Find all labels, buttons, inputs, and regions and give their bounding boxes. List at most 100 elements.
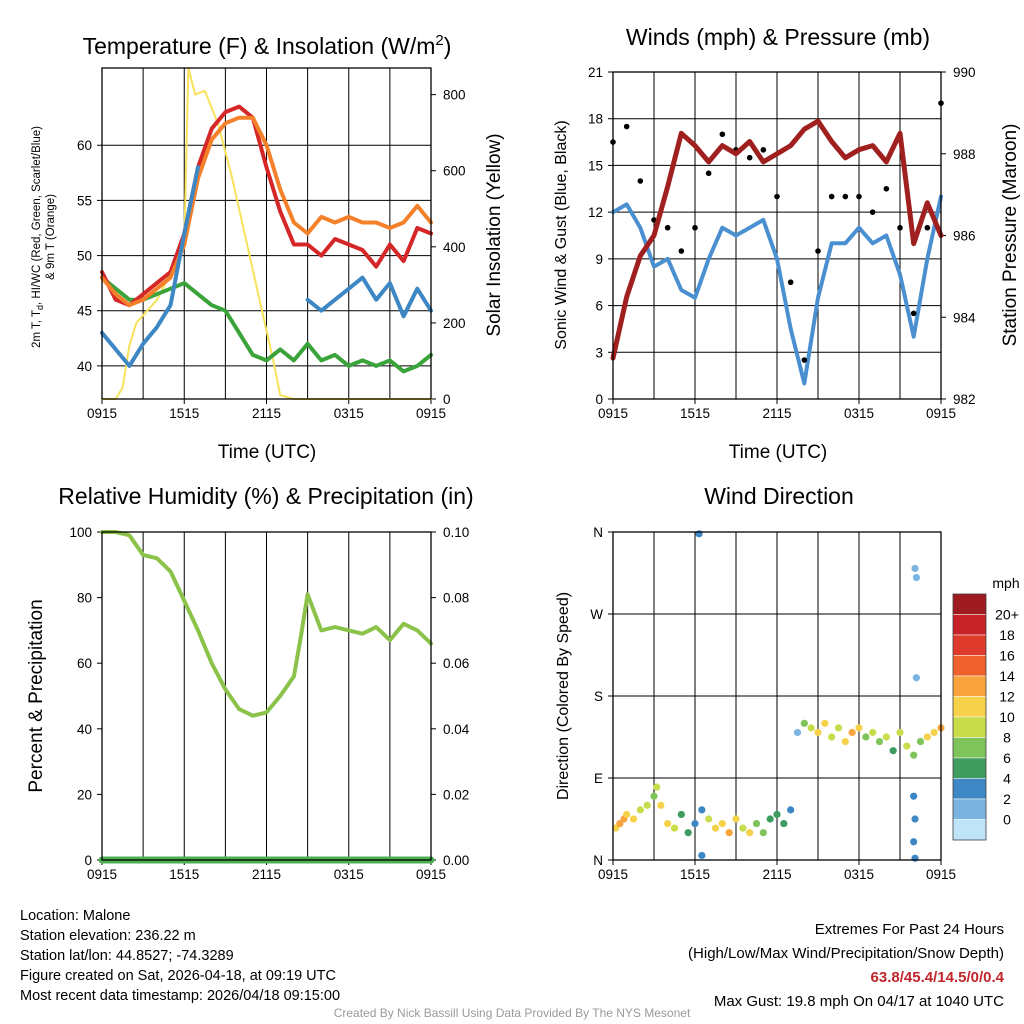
- y-tick-label: N: [593, 525, 603, 540]
- direction-point: [800, 719, 808, 727]
- colorbar-label: 16: [999, 648, 1015, 664]
- direction-point: [766, 815, 774, 823]
- direction-point: [916, 737, 925, 746]
- winds-ylabel: Sonic Wind & Gust (Blue, Black): [553, 120, 570, 349]
- direction-point: [759, 829, 767, 837]
- direction-point: [910, 838, 918, 846]
- series-hi-wc: [100, 165, 433, 368]
- credit-text: Created By Nick Bassill Using Data Provi…: [333, 1006, 691, 1020]
- direction-point: [911, 815, 919, 823]
- colorbar-label: 4: [1003, 771, 1011, 787]
- direction-ylabel: Direction (Colored By Speed): [555, 592, 572, 800]
- y2-tick-label: 0: [443, 392, 451, 407]
- direction-point: [739, 824, 747, 832]
- gust-point: [924, 224, 931, 231]
- y-tick-label: W: [590, 607, 603, 622]
- direction-point: [684, 829, 692, 837]
- x-tick-label: 1515: [169, 406, 199, 421]
- x-tick-label: 1515: [680, 867, 710, 882]
- colorbar-swatch: [952, 614, 987, 636]
- colorbar-swatch: [952, 798, 987, 820]
- y2-tick-label: 0.02: [443, 787, 469, 802]
- direction-point: [732, 815, 740, 823]
- direction-point: [725, 829, 733, 837]
- x-tick-label: 0315: [844, 406, 874, 421]
- colorbar-label: 20+: [995, 607, 1019, 623]
- gust-point: [787, 279, 794, 286]
- direction-point: [882, 733, 890, 741]
- y2-tick-label: 800: [443, 88, 466, 103]
- colorbar-label: 14: [999, 668, 1015, 684]
- direction-point: [903, 742, 911, 750]
- colorbar-swatch: [952, 593, 987, 615]
- direction-point: [623, 810, 631, 819]
- gust-point: [705, 170, 712, 177]
- gust-point: [815, 248, 821, 254]
- humidity-title: Relative Humidity (%) & Precipitation (i…: [58, 483, 473, 509]
- gust-point: [856, 193, 862, 200]
- colorbar-swatch: [952, 696, 987, 718]
- direction-point: [862, 733, 870, 741]
- direction-point: [912, 674, 921, 682]
- direction-point: [653, 783, 661, 791]
- series-td: [100, 275, 433, 374]
- temperature-panel: Temperature (F) & Insolation (W/m2) Time…: [31, 32, 505, 463]
- y-tick-label: 80: [77, 591, 92, 606]
- series-2m-t: [100, 104, 433, 308]
- x-tick-label: 2115: [252, 406, 281, 421]
- winds-xlabel: Time (UTC): [729, 442, 828, 463]
- plot-border: [101, 67, 432, 400]
- gust-point: [623, 123, 630, 130]
- colorbar-swatch: [952, 737, 987, 759]
- colorbar-label: 10: [999, 709, 1015, 725]
- y2-tick-label: 0.06: [443, 656, 469, 671]
- y2-tick-label: 0.04: [443, 722, 470, 737]
- y2-tick-label: 984: [953, 310, 976, 325]
- y2-tick-label: 0.08: [443, 591, 469, 606]
- y2-tick-label: 986: [953, 229, 976, 244]
- direction-point: [855, 724, 863, 732]
- created-text: Figure created on Sat, 2026-04-18, at 09…: [20, 968, 336, 984]
- location-text: Location: Malone: [20, 908, 131, 924]
- direction-point: [869, 728, 877, 737]
- y-tick-label: 20: [77, 787, 92, 802]
- direction-point: [664, 819, 672, 828]
- y-tick-label: 12: [588, 205, 603, 220]
- direction-point: [807, 724, 815, 732]
- direction-point: [793, 728, 802, 737]
- series-station-pressure: [610, 118, 944, 361]
- y-tick-label: 21: [588, 65, 603, 80]
- latlon-text: Station lat/lon: 44.8527; -74.3289: [20, 948, 234, 964]
- gust-point: [842, 193, 849, 200]
- y-tick-label: 45: [77, 304, 92, 319]
- direction-point: [636, 806, 644, 814]
- elevation-text: Station elevation: 236.22 m: [20, 928, 196, 944]
- direction-point: [691, 819, 699, 828]
- direction-point: [910, 792, 918, 800]
- direction-point: [698, 806, 706, 814]
- y-tick-label: 100: [69, 525, 92, 540]
- colorbar-swatch: [952, 778, 987, 800]
- max-gust-text: Max Gust: 19.8 mph On 04/17 at 1040 UTC: [713, 993, 1004, 1010]
- direction-point: [930, 728, 938, 737]
- direction-point: [670, 824, 679, 832]
- plot-border: [101, 531, 432, 861]
- temperature-title: Temperature (F) & Insolation (W/m2): [83, 32, 452, 59]
- gust-point: [883, 185, 890, 192]
- temperature-ylabel-line1: 2m T, Td, HI/WC (Red, Green, Scarlet/Blu…: [31, 126, 45, 348]
- direction-point: [848, 728, 856, 737]
- direction-title: Wind Direction: [704, 483, 854, 509]
- y-tick-label: 0: [84, 853, 92, 868]
- colorbar: 20+ 18 16 14 12 10 8 6 4 2 0: [952, 593, 1019, 841]
- direction-point: [889, 747, 897, 755]
- y-tick-label: 15: [588, 158, 603, 173]
- x-tick-label: 2115: [762, 867, 791, 882]
- direction-point: [911, 854, 919, 862]
- winds-panel: Winds (mph) & Pressure (mb) Time (UTC) S…: [553, 24, 1021, 463]
- gust-point: [637, 178, 644, 184]
- y2-tick-label: 982: [953, 392, 976, 407]
- y-tick-label: 60: [77, 138, 92, 153]
- y-tick-label: N: [593, 853, 603, 868]
- y-tick-label: 9: [595, 252, 603, 267]
